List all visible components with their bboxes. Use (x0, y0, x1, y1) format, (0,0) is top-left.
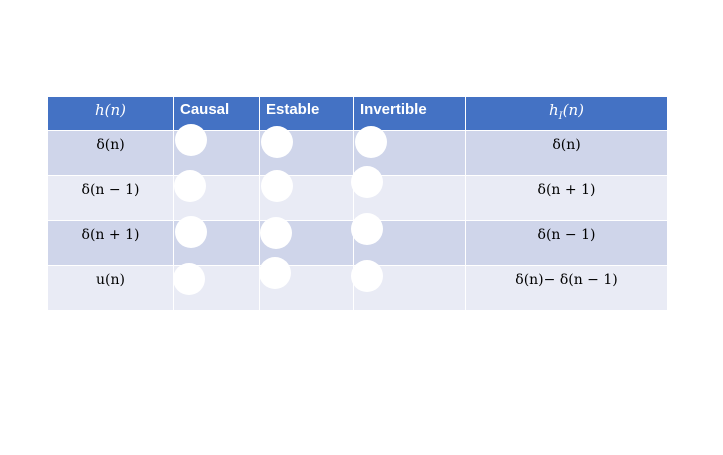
h-cell: u(n) (47, 265, 174, 311)
h-cell: δ(n + 1) (47, 220, 174, 266)
header-inverse-base: h (549, 101, 559, 119)
h-cell: δ(n − 1) (47, 175, 174, 221)
answer-cover-circle (351, 213, 383, 245)
header-invertible: Invertible (353, 96, 466, 131)
inverse-cell: δ(n − 1) (465, 220, 668, 266)
answer-cover-circle (259, 257, 291, 289)
header-inverse-arg: (n) (562, 101, 584, 119)
header-row: h(n) Causal Estable Invertible hI(n) (47, 96, 668, 131)
answer-cover-circle (261, 170, 293, 202)
answer-cover-circle (175, 216, 207, 248)
answer-cover-circle (355, 126, 387, 158)
answer-cover-circle (174, 170, 206, 202)
header-inverse-sub: I (558, 111, 563, 122)
answer-cover-circle (261, 126, 293, 158)
answer-cover-circle (351, 166, 383, 198)
h-cell: δ(n) (47, 130, 174, 176)
header-h: h(n) (47, 96, 174, 131)
answer-cover-circle (175, 124, 207, 156)
inverse-cell: δ(n) (465, 130, 668, 176)
inverse-cell: δ(n + 1) (465, 175, 668, 221)
header-inverse: hI(n) (465, 96, 668, 131)
answer-cover-circle (173, 263, 205, 295)
inverse-cell: δ(n)− δ(n − 1) (465, 265, 668, 311)
answer-cover-circle (260, 217, 292, 249)
answer-cover-circle (351, 260, 383, 292)
